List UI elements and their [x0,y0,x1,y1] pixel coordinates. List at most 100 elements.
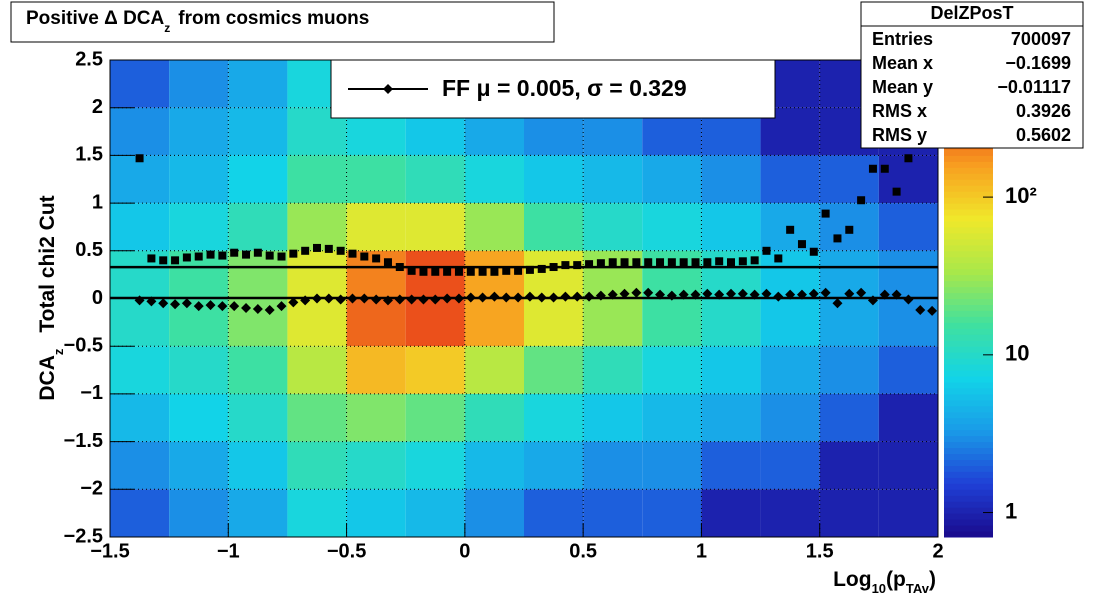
rms-point [715,257,724,266]
mean-point [595,290,606,301]
legend-marker [383,84,393,94]
mean-point [264,304,275,315]
colorbar-step [944,298,993,305]
heat-cell [228,60,288,108]
heat-cell [701,155,761,204]
heat-cell [583,441,643,490]
heat-cell [228,155,288,204]
mean-point [761,288,772,299]
colorbar-step [944,352,993,359]
colorbar-step [944,244,993,252]
stats-value: 0.3926 [1016,101,1071,121]
rms-point [514,266,523,275]
colorbar-step [944,226,993,234]
heat-cell [701,203,761,251]
mean-point [347,293,358,304]
rms-point [395,263,404,272]
heat-cell [110,393,170,442]
y-tick-label: 1.5 [75,144,103,166]
rms-point [372,254,381,263]
heat-cell [583,298,643,347]
heat-cell [287,155,347,204]
heat-cell [878,441,938,490]
rms-point [679,258,688,267]
colorbar-step [944,346,993,353]
heat-cell [346,298,406,347]
mean-point [844,288,855,299]
mean-point [252,303,263,314]
colorbar-step [944,495,993,502]
colorbar-step [944,441,993,449]
y-tick-label: −0.5 [64,334,103,356]
mean-point [288,297,299,308]
y-tick-label: −1 [80,382,103,404]
colorbar-step [944,465,993,472]
mean-point [879,289,890,300]
rms-point [904,154,913,163]
rms-point [313,243,321,252]
stats-label: Mean x [872,53,933,73]
heat-cell [583,346,643,394]
x-tick-label: 2 [932,540,943,562]
legend-label: FF μ = 0.005, σ = 0.329 [442,75,687,101]
rms-point [502,266,511,275]
colorbar-step [944,531,993,538]
mean-point [548,292,559,303]
rms-point [336,246,345,255]
colorbar-step [944,411,993,419]
colorbar-step [944,334,993,341]
heat-cell [287,489,347,537]
heat-cell [169,60,229,108]
heat-cell [464,346,524,394]
heat-cell [228,393,288,442]
heat-cell [346,155,406,204]
z-tick-label: 10² [1005,183,1037,208]
heat-cell [287,441,347,490]
heat-cell [110,298,170,347]
colorbar-step [944,453,993,460]
stats-value: −0.1699 [1005,53,1071,73]
heat-cell [524,298,584,347]
heat-cell [701,346,761,394]
heat-cell [642,155,702,204]
heat-cell [701,393,761,442]
mean-point [536,292,547,303]
colorbar-step [944,340,993,347]
rms-point [596,259,605,268]
rms-point [632,258,641,267]
heat-cell [583,489,643,537]
rms-point [135,154,144,163]
heat-cell [760,155,820,204]
heat-cell [287,346,347,394]
heat-cell [701,441,761,490]
mean-point [276,301,287,312]
rms-point [809,247,818,256]
stats-label: Mean y [872,77,933,97]
heat-cell [642,346,702,394]
heat-cell [819,393,879,442]
rms-point [656,258,665,267]
mean-point [631,287,642,298]
title-box [10,1,555,43]
heat-cell [464,393,524,442]
mean-point [418,294,429,305]
heat-cell [405,441,465,490]
rms-point [348,249,357,258]
mean-point [312,293,322,304]
heat-cell [760,346,820,394]
colorbar-step [944,370,993,377]
rms-point [289,249,298,258]
colorbar-step [944,471,993,478]
heat-cell [110,203,170,251]
mean-point [205,300,216,311]
rms-point [585,260,594,269]
colorbar-step [944,286,993,294]
mean-point [856,287,867,298]
heat-cell [819,441,879,490]
rms-point [549,263,558,272]
mean-point [335,294,346,305]
heat-cell [701,298,761,347]
rms-point [857,196,866,205]
heat-cell [760,489,820,537]
